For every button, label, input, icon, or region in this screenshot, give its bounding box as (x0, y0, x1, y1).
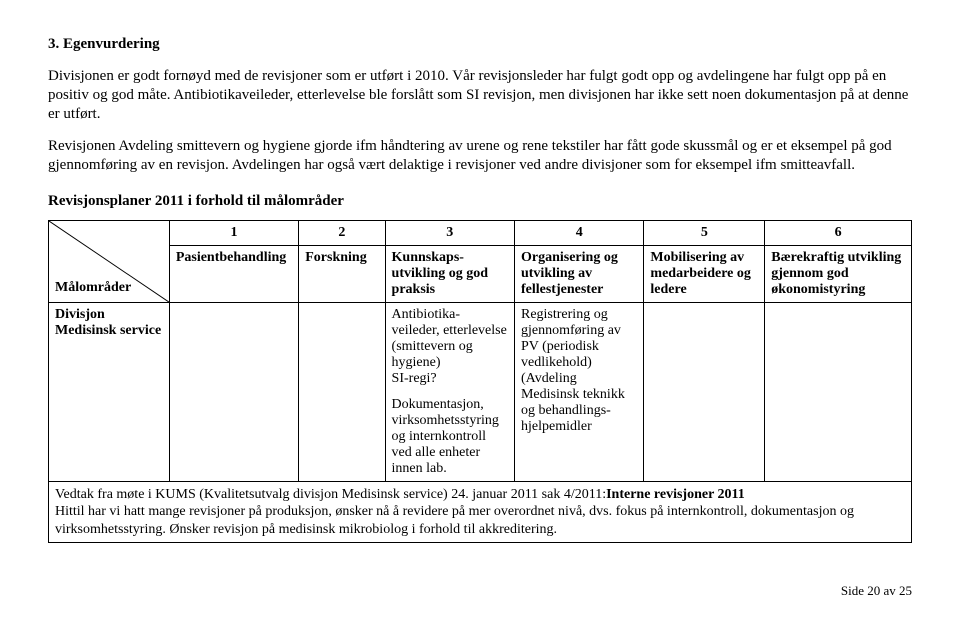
footnote-text-2: Hittil har vi hatt mange revisjoner på p… (55, 504, 854, 537)
page-footer: Side 20 av 25 (48, 583, 912, 599)
cell-text: SI-regi? (392, 371, 508, 387)
col-header-2: Forskning (299, 245, 385, 302)
col-header-1: Pasientbehandling (169, 245, 298, 302)
cell-organisering: Registrering og gjennomføring av PV (per… (514, 302, 643, 481)
diagonal-label: Målområder (55, 280, 131, 296)
table-footnote-cell: Vedtak fra møte i KUMS (Kvalitetsutvalg … (49, 481, 912, 543)
footnote-bold: Interne revisjoner 2011 (606, 487, 745, 502)
col-num-6: 6 (765, 220, 912, 245)
table-row: Divisjon Medisinsk service Antibiotika-v… (49, 302, 912, 481)
col-num-1: 1 (169, 220, 298, 245)
cell-forskning (299, 302, 385, 481)
col-header-6: Bærekraftig utvikling gjennom god økonom… (765, 245, 912, 302)
col-num-2: 2 (299, 220, 385, 245)
footnote-text-1: Vedtak fra møte i KUMS (Kvalitetsutvalg … (55, 487, 606, 502)
col-num-5: 5 (644, 220, 765, 245)
cell-pasientbehandling (169, 302, 298, 481)
table-header-row-numbers: Målområder 1 2 3 4 5 6 (49, 220, 912, 245)
col-num-4: 4 (514, 220, 643, 245)
col-header-4: Organisering og utvikling av fellestjene… (514, 245, 643, 302)
col-header-3: Kunnskaps-utvikling og god praksis (385, 245, 514, 302)
table-footnote-row: Vedtak fra møte i KUMS (Kvalitetsutvalg … (49, 481, 912, 543)
cell-text: Dokumentasjon, virksomhetsstyring og int… (392, 397, 508, 477)
cell-mobilisering (644, 302, 765, 481)
cell-text: Registrering og gjennomføring av PV (per… (521, 307, 637, 435)
cell-baerekraftig (765, 302, 912, 481)
diagonal-header-cell: Målområder (49, 220, 170, 302)
row-label: Divisjon Medisinsk service (49, 302, 170, 481)
cell-kunnskap: Antibiotika-veileder, etterlevelse (smit… (385, 302, 514, 481)
revision-plan-table: Målområder 1 2 3 4 5 6 Pasientbehandling… (48, 220, 912, 544)
cell-text: Antibiotika-veileder, etterlevelse (smit… (392, 307, 508, 371)
table-subheading: Revisjonsplaner 2011 i forhold til målom… (48, 193, 912, 210)
col-header-5: Mobilisering av medarbeidere og ledere (644, 245, 765, 302)
paragraph-2: Revisjonen Avdeling smittevern og hygien… (48, 137, 912, 175)
paragraph-1: Divisjonen er godt fornøyd med de revisj… (48, 67, 912, 123)
section-heading: 3. Egenvurdering (48, 36, 912, 53)
table-header-row-labels: Pasientbehandling Forskning Kunnskaps-ut… (49, 245, 912, 302)
col-num-3: 3 (385, 220, 514, 245)
